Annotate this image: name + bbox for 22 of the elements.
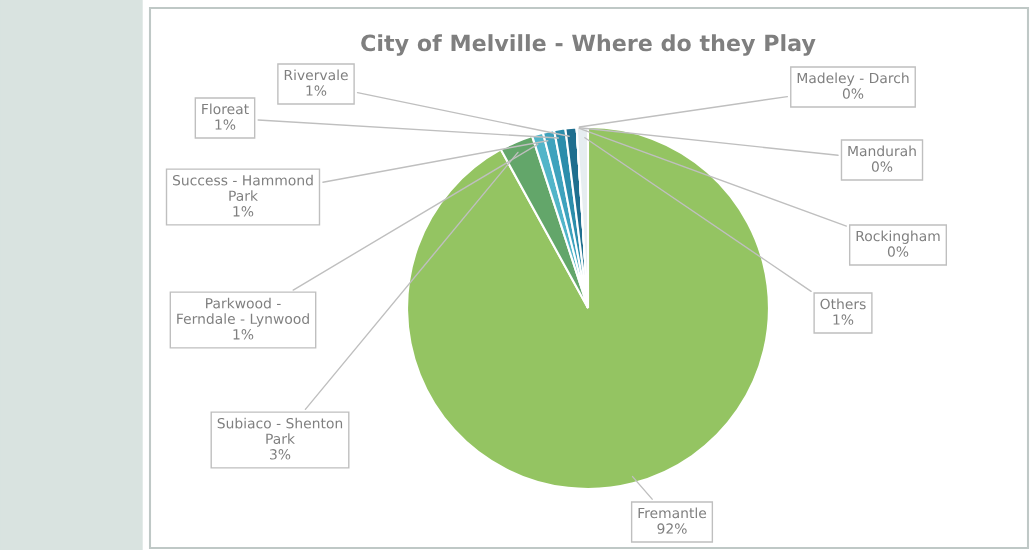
category-label: Rockingham [856,230,940,244]
slice-label: Success - Hammond Park [172,174,313,202]
slice-label: Parkwood - Ferndale - Lynwood [177,297,309,327]
category-label: Madeley - Darch [797,72,909,86]
data-label: 1% [306,85,327,96]
text: 0% [842,88,864,99]
data-label: 1% [233,206,254,217]
slice-label: Others [820,298,866,310]
chart-title: City of Melville - Where do they Play [361,34,816,56]
slice-label: Rivervale [284,69,348,81]
data-label: 92% [657,523,687,534]
text: 0% [887,246,909,257]
slice-label: Subiaco - Shenton Park [217,417,343,445]
data-label: 3% [270,449,291,460]
pie-slice [406,126,770,490]
data-label: 1% [833,314,854,325]
data-label: 1% [233,329,254,340]
slice-label: Fremantle [638,507,707,519]
data-label: 1% [215,119,236,130]
category-label: Mandurah [848,145,916,157]
slice-label: Floreat [202,103,249,115]
text: 0% [871,161,893,172]
